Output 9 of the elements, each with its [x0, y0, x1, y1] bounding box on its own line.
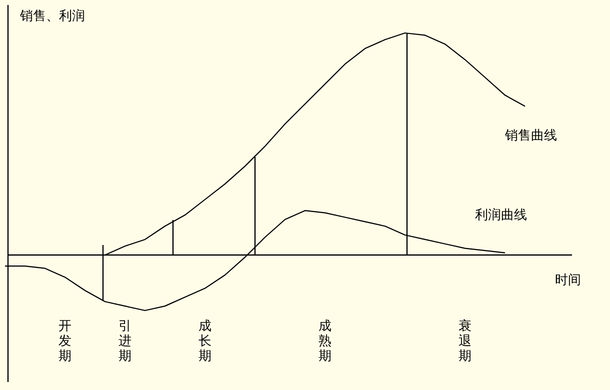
series-name: 利润曲线 — [475, 208, 527, 223]
ylabel: 销售、利润 — [20, 9, 85, 24]
category: 引进期 — [118, 319, 132, 364]
category: 成熟期 — [318, 319, 332, 364]
category: 成长期 — [198, 319, 212, 364]
category: 开发期 — [58, 319, 72, 364]
category: 衰退期 — [458, 319, 472, 364]
xlabel: 时间 — [555, 273, 581, 288]
series-name: 销售曲线 — [505, 128, 557, 144]
